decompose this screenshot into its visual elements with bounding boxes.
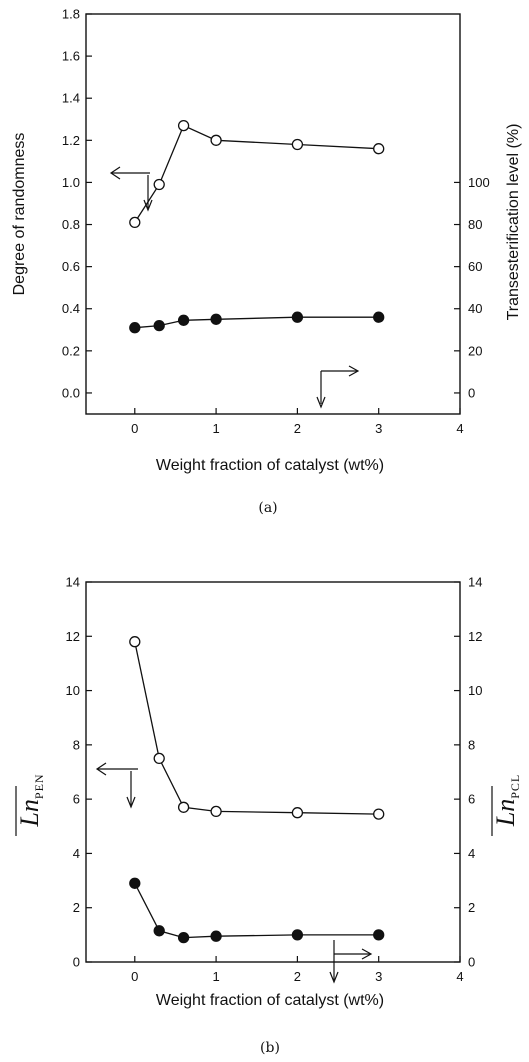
data-point-filled [373,311,385,323]
y2-axis-title-main: Ln [491,799,520,827]
data-point-filled [153,319,165,332]
caption-b: (b) [260,1040,280,1056]
series-line-open [134,641,379,815]
data-point-filled [129,877,141,889]
data-point-filled [129,322,141,334]
y2-tick-label: 0 [468,955,475,970]
x-tick-label: 1 [212,969,219,984]
left-axis-arrow [109,166,153,212]
svg-text:LnPCL: LnPCL [491,774,522,827]
data-point-open [373,143,385,155]
series-line-open [134,124,379,223]
y-tick-label: 1.0 [62,175,80,190]
right-axis-arrow [316,365,360,409]
y2-tick-label: 6 [468,792,475,807]
y2-tick-label: 4 [468,846,475,861]
x-tick-label: 3 [375,421,382,436]
svg-text:LnPEN: LnPEN [15,773,46,827]
y2-tick-label: 20 [468,343,482,358]
panel-a: 0 1 2 3 4 0.0 0.2 0.4 0.6 0.8 1.0 1.2 1.4 1.6 1.8 0 20 40… [11,7,522,517]
data-point-open [177,801,190,813]
x-tick-label: 1 [212,421,219,436]
x-tick-label: 0 [131,969,138,984]
x-tick-label: 2 [294,421,301,436]
data-point-filled [373,929,385,941]
y-tick-label: 0.4 [62,301,80,316]
data-point-filled [291,929,304,941]
series-line-filled [134,316,379,329]
y-tick-label: 6 [73,792,80,807]
y-tick-label: 2 [73,900,80,915]
data-point-filled [210,930,222,942]
y2-tick-label: 40 [468,301,482,316]
x-tick-label: 3 [375,969,382,984]
y2-tick-label: 80 [468,217,482,232]
data-point-open [373,808,385,820]
data-point-filled [153,925,165,937]
data-point-filled [210,313,222,325]
y2-axis-title: LnPCL [491,774,522,836]
y-tick-label: 0.6 [62,259,80,274]
y2-tick-label: 8 [468,737,475,752]
y2-tick-label: 2 [468,900,475,915]
data-point-open [210,134,222,146]
y-tick-label: 1.2 [62,133,80,148]
y2-tick-label: 100 [468,175,490,190]
x-tick-label: 2 [294,969,301,984]
y2-tick-label: 12 [468,629,482,644]
y-tick-label: 1.8 [62,7,80,22]
x-tick-label: 4 [456,969,463,984]
y-axis-title-sub: PEN [32,773,46,799]
caption-a: (a) [258,500,277,516]
x-axis-title: Weight fraction of catalyst (wt%) [156,992,384,1009]
y-axis-title-main: Ln [15,799,44,827]
y-tick-label: 0.0 [62,385,80,400]
data-point-open [153,752,165,765]
data-marks [129,119,385,334]
y-tick-label: 1.6 [62,49,80,64]
data-point-open [129,216,141,229]
data-point-open [291,138,304,151]
left-axis-arrow [95,762,138,809]
data-point-open [210,805,222,818]
data-point-filled [177,931,190,944]
x-tick-label: 0 [131,421,138,436]
data-point-open [153,178,165,191]
y-tick-label: 0 [73,955,80,970]
y2-axis-title: Transesterification level (%) [505,124,522,321]
tick-marks [86,13,461,414]
data-point-filled [291,311,304,323]
y2-tick-label: 0 [468,385,475,400]
plot-frame [85,581,461,963]
y-tick-label: 10 [66,683,80,698]
right-axis-arrow [329,940,373,984]
y-tick-label: 0.8 [62,217,80,232]
tick-marks [86,581,461,963]
x-axis-title: Weight fraction of catalyst (wt%) [156,457,384,474]
data-point-open [177,119,190,132]
series-line-filled [134,883,379,939]
data-point-open [129,636,141,648]
y-tick-label: 0.2 [62,343,80,358]
y-axis-title: Degree of randomness [11,133,28,296]
y2-axis-title-sub: PCL [508,774,522,799]
plot-frame [85,13,461,415]
y-tick-label: 14 [66,575,80,590]
y-tick-label: 4 [73,846,80,861]
y-axis-title: LnPEN [15,773,46,836]
y-tick-label: 1.4 [62,91,80,106]
y2-tick-label: 10 [468,683,482,698]
data-marks [129,636,385,944]
y-tick-label: 12 [66,629,80,644]
y2-tick-label: 60 [468,259,482,274]
tick-labels: 0 1 2 3 4 0.0 0.2 0.4 0.6 0.8 1.0 1.2 1.4 1.6 1.8 0 20 40… [62,7,490,437]
x-tick-label: 4 [456,421,463,436]
data-point-open [291,807,304,819]
data-point-filled [177,314,190,326]
y2-tick-label: 14 [468,575,482,590]
y-tick-label: 8 [73,737,80,752]
